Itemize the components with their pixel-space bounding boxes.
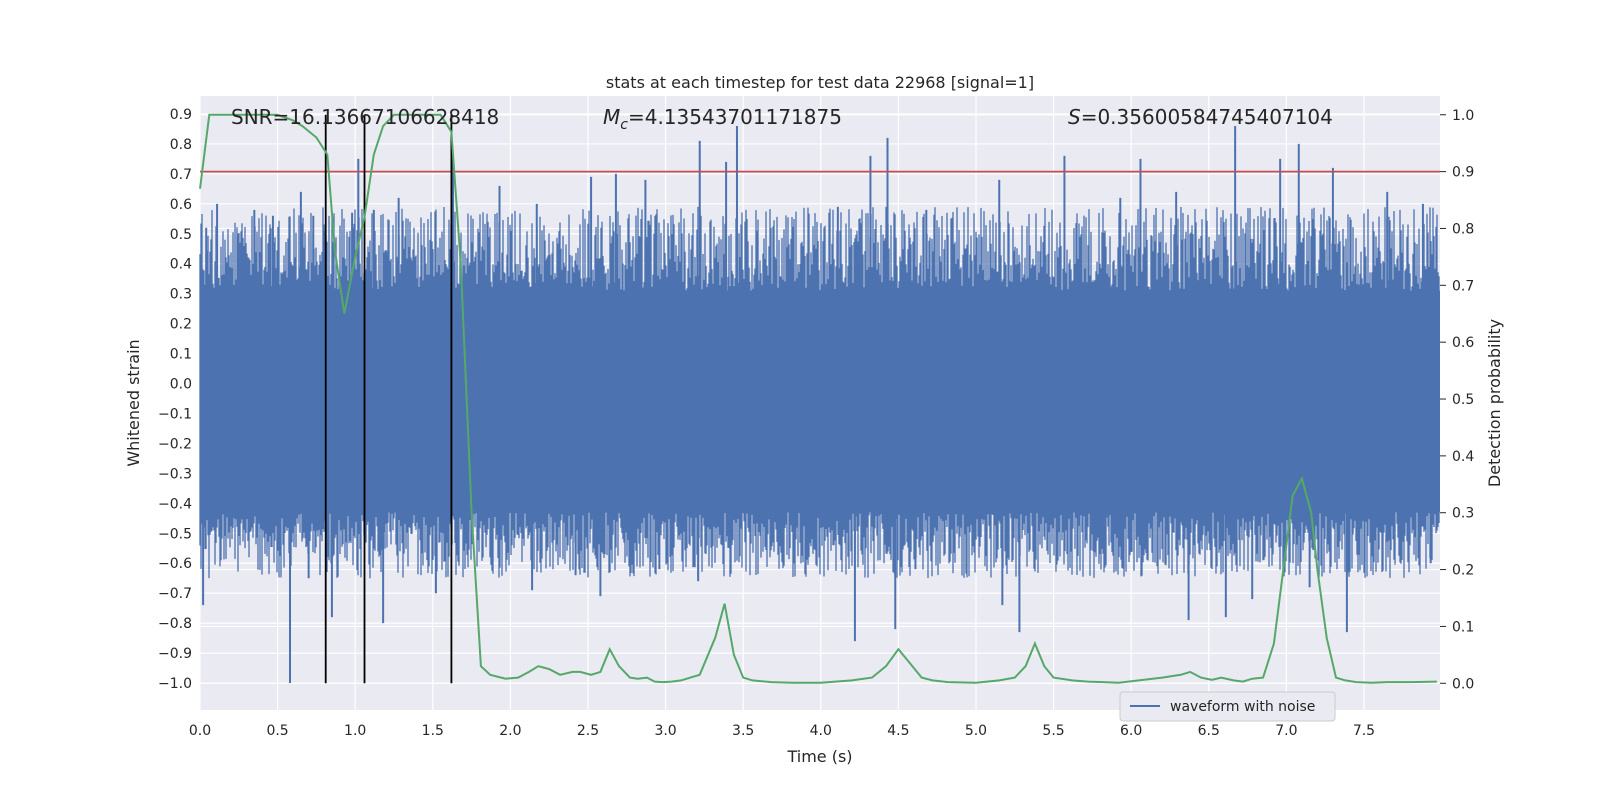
chirp-mass-annotation: Mc=4.13543701171875	[603, 105, 842, 133]
x-tick-label: 6.5	[1198, 723, 1220, 739]
y-left-tick-label: 0.1	[170, 347, 192, 363]
x-tick-label: 3.5	[732, 723, 754, 739]
y-right-axis-label: Detection probability	[1485, 319, 1504, 487]
mc-symbol: M	[603, 105, 620, 129]
y-right-tick-label: 0.2	[1452, 563, 1474, 579]
x-tick-label: 0.0	[189, 723, 211, 739]
x-tick-label: 7.5	[1353, 723, 1375, 739]
y-left-tick-label: 0.5	[170, 227, 192, 243]
x-tick-label: 2.5	[577, 723, 599, 739]
y-left-tick-label: 0.8	[170, 137, 192, 153]
y-left-ticks: 0.9 0.8 0.7 0.6 0.5 0.4 0.3 0.2 0.1 0.0 −0.1 −0.2 −0…	[158, 107, 192, 692]
y-left-tick-label: 0.9	[170, 107, 192, 123]
x-tick-label: 5.5	[1042, 723, 1064, 739]
y-left-tick-label: −0.2	[158, 436, 192, 452]
x-tick-label: 6.0	[1120, 723, 1142, 739]
x-tick-label: 1.0	[344, 723, 366, 739]
y-right-tick-label: 0.5	[1452, 392, 1474, 408]
waveform-series	[199, 125, 1440, 684]
x-tick-label: 3.0	[654, 723, 676, 739]
x-tick-label: 1.5	[422, 723, 444, 739]
y-right-tick-label: 0.3	[1452, 506, 1474, 522]
x-tick-label: 5.0	[965, 723, 987, 739]
mc-subscript: c	[620, 117, 628, 133]
y-left-tick-label: −0.7	[158, 586, 192, 602]
y-right-tick-label: 0.6	[1452, 335, 1474, 351]
y-left-tick-label: −0.8	[158, 616, 192, 632]
y-left-tick-label: −0.6	[158, 556, 192, 572]
y-right-tick-label: 0.7	[1452, 278, 1474, 294]
y-right-tick-label: 0.8	[1452, 221, 1474, 237]
chart-title: stats at each timestep for test data 229…	[606, 73, 1034, 92]
y-left-tick-label: 0.0	[170, 377, 192, 393]
y-left-tick-label: −0.1	[158, 406, 192, 422]
vertical-lines	[324, 114, 453, 684]
x-tick-label: 4.5	[887, 723, 909, 739]
y-left-tick-label: −0.5	[158, 526, 192, 542]
y-left-tick-label: 0.4	[170, 257, 192, 273]
legend: waveform with noise	[1119, 691, 1336, 722]
y-left-tick-label: −0.9	[158, 646, 192, 662]
snr-annotation: SNR=16.13667106628418	[231, 105, 499, 129]
y-right-tick-label: 0.0	[1452, 676, 1474, 692]
y-right-tick-label: 0.4	[1452, 449, 1474, 465]
y-left-tick-label: 0.3	[170, 287, 192, 303]
s-symbol: S	[1068, 105, 1081, 129]
x-tick-label: 2.0	[499, 723, 521, 739]
probability-series	[199, 113, 1437, 684]
y-right-tick-label: 0.1	[1452, 619, 1474, 635]
y-right-ticks: 1.0 0.9 0.8 0.7 0.6 0.5 0.4 0.3 0.2 0.1 0.0	[1440, 108, 1474, 692]
s-value: =0.35600584745407104	[1081, 105, 1333, 129]
x-tick-label: 0.5	[266, 723, 288, 739]
s-annotation: S=0.35600584745407104	[1068, 105, 1333, 129]
y-left-tick-label: −0.3	[158, 466, 192, 482]
x-tick-label: 7.0	[1275, 723, 1297, 739]
y-left-axis-label: Whitened strain	[124, 339, 143, 466]
y-right-tick-label: 0.9	[1452, 165, 1474, 181]
mc-value: =4.13543701171875	[628, 105, 842, 129]
waveform-core-band	[200, 290, 1440, 513]
legend-label: waveform with noise	[1170, 699, 1315, 715]
y-left-tick-label: 0.2	[170, 317, 192, 333]
probability-line	[199, 113, 1437, 684]
y-right-tick-label: 1.0	[1452, 108, 1474, 124]
x-axis-label: Time (s)	[786, 747, 852, 766]
y-left-tick-label: 0.7	[170, 167, 192, 183]
x-tick-label: 4.0	[810, 723, 832, 739]
y-left-tick-label: −1.0	[158, 676, 192, 692]
y-left-tick-label: −0.4	[158, 496, 192, 512]
y-left-tick-label: 0.6	[170, 197, 192, 213]
x-ticks: 0.0 0.5 1.0 1.5 2.0 2.5 3.0 3.5 4.0 4.5 5.0 5.5 6.0 6…	[189, 723, 1375, 739]
legend-box	[1119, 691, 1336, 722]
